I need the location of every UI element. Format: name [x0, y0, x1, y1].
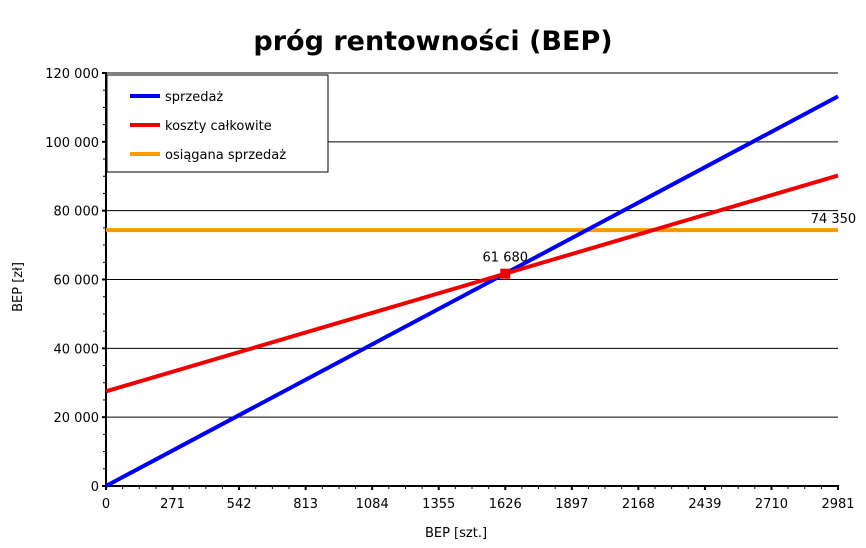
chart-title: próg rentowności (BEP): [253, 26, 612, 57]
series-line-1: [105, 173, 839, 394]
x-tick-label-5: 1355: [422, 497, 455, 512]
legend-label-1: koszty całkowite: [165, 119, 272, 134]
y-tick-label-0: 0: [91, 480, 99, 495]
legend-label-2: osiągana sprzedaż: [165, 148, 286, 163]
x-tick-label-4: 1084: [356, 497, 389, 512]
bep-marker: [500, 268, 511, 279]
y-tick-label-3: 60 000: [54, 274, 100, 289]
series-lines: [105, 94, 839, 488]
x-tick-label-7: 1897: [555, 497, 588, 512]
x-axis-label: BEP [szt.]: [425, 526, 487, 541]
y-tick-label-6: 120 000: [45, 67, 99, 82]
legend-label-0: sprzedaż: [165, 90, 223, 105]
x-tick-label-2: 542: [227, 497, 252, 512]
x-tick-label-1: 271: [160, 497, 185, 512]
x-tick-label-3: 813: [293, 497, 318, 512]
axes: 0 20 000 40 000 60 000 80 000 100 000 120 000 0…: [45, 67, 854, 512]
y-tick-label-2: 40 000: [54, 342, 100, 357]
x-tick-label-6: 1626: [489, 497, 522, 512]
series-line-0: [105, 94, 839, 488]
y-tick-label-5: 100 000: [45, 136, 99, 151]
x-tick-label-10: 2710: [755, 497, 788, 512]
data-label-0: 61 680: [483, 251, 529, 266]
x-tick-label-11: 2981: [821, 497, 854, 512]
y-axis-label: BEP [zł]: [11, 262, 26, 312]
x-tick-label-0: 0: [102, 497, 110, 512]
x-tick-label-8: 2168: [622, 497, 655, 512]
legend: sprzedaż koszty całkowite osiągana sprzeda…: [106, 74, 329, 173]
data-label-1: 74 350: [811, 212, 857, 227]
x-tick-label-9: 2439: [688, 497, 721, 512]
y-tick-label-4: 80 000: [54, 205, 100, 220]
y-tick-label-1: 20 000: [54, 411, 100, 426]
annotations: 61 680 74 350: [483, 212, 857, 279]
